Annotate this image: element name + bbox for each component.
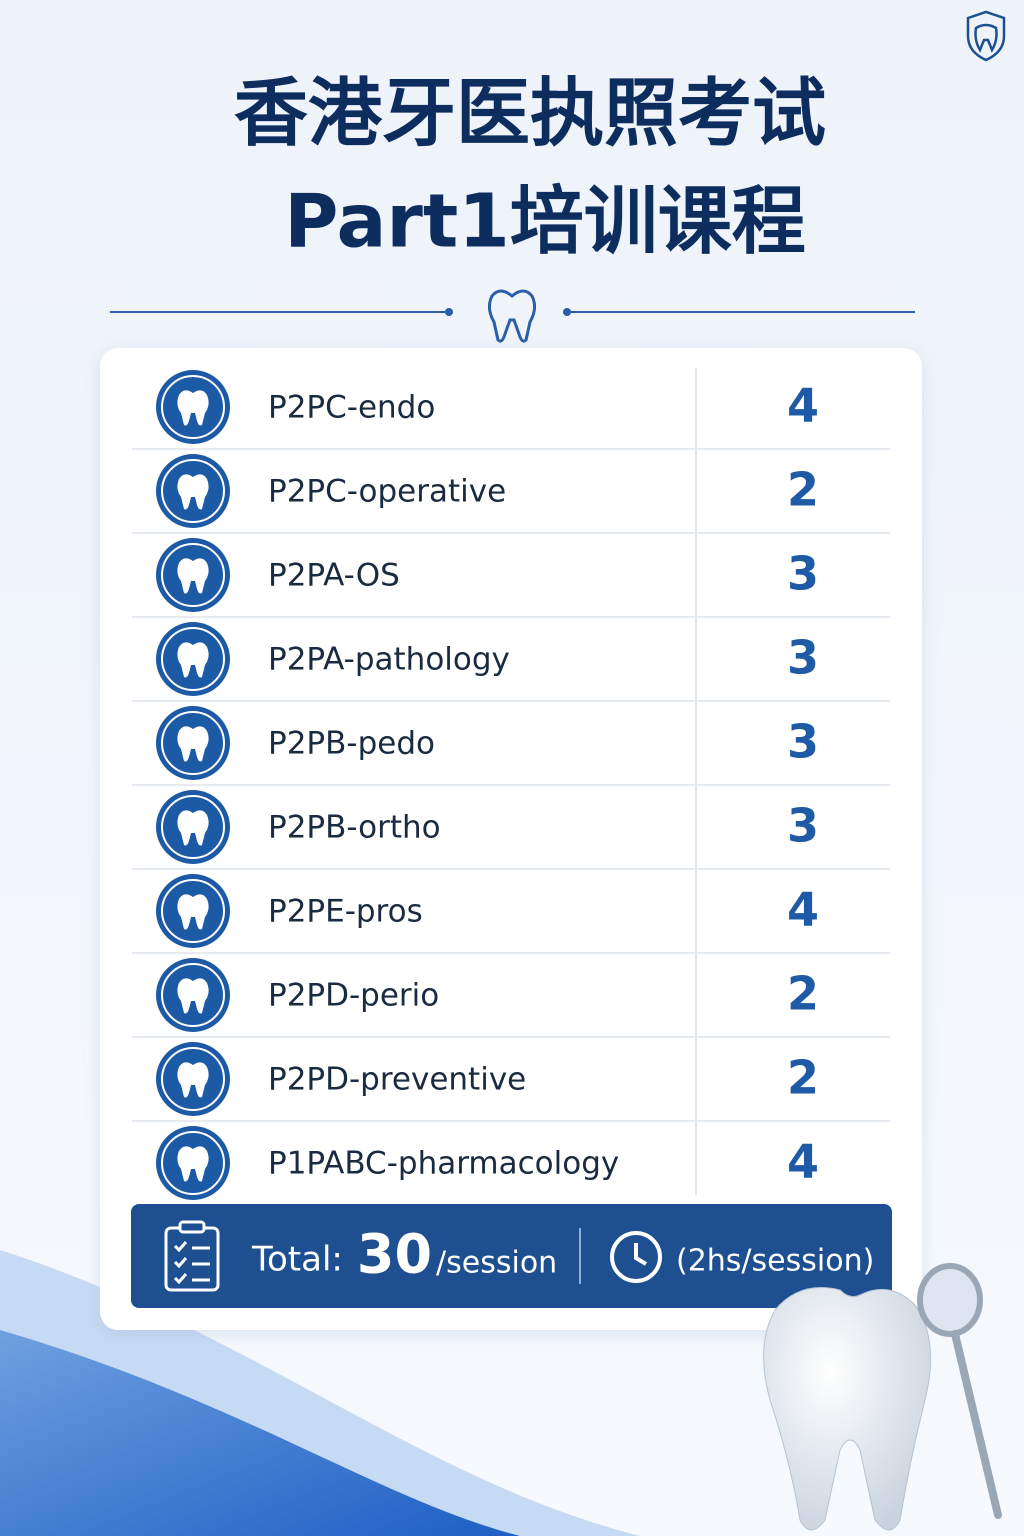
row-icon-ring bbox=[161, 795, 225, 859]
table-row: P2PD-perio 2 bbox=[132, 958, 890, 1038]
session-count: 3 bbox=[787, 715, 819, 769]
row-icon-tooth bbox=[177, 390, 209, 426]
row-icon-ring bbox=[161, 375, 225, 439]
session-count: 2 bbox=[787, 1051, 819, 1105]
row-icon-ring bbox=[161, 543, 225, 607]
row-icon-tooth bbox=[177, 978, 209, 1014]
table-row: P2PC-endo 4 bbox=[132, 370, 890, 450]
row-icon-ring bbox=[161, 711, 225, 775]
course-name: P1PABC-pharmacology bbox=[268, 1146, 619, 1182]
row-icon-ring bbox=[161, 879, 225, 943]
course-name: P2PB-ortho bbox=[268, 810, 441, 846]
wave bbox=[0, 1330, 520, 1536]
row-icon-ring bbox=[161, 963, 225, 1027]
session-count: 4 bbox=[787, 379, 819, 433]
title-line-1: 香港牙医执照考试 bbox=[234, 71, 826, 157]
footer-bar bbox=[131, 1204, 892, 1308]
course-name: P2PC-endo bbox=[268, 390, 435, 426]
session-count: 2 bbox=[787, 463, 819, 517]
session-count: 2 bbox=[787, 967, 819, 1021]
table-row: P2PA-pathology 3 bbox=[132, 622, 890, 702]
row-icon-tooth bbox=[177, 1146, 209, 1182]
table-row: P2PB-ortho 3 bbox=[132, 790, 890, 870]
course-name: P2PE-pros bbox=[268, 894, 423, 930]
table-row: P2PD-preventive 2 bbox=[132, 1042, 890, 1122]
total-value: 30 bbox=[357, 1223, 432, 1286]
table-row: P2PE-pros 4 bbox=[132, 874, 890, 954]
table-row: P1PABC-pharmacology 4 bbox=[156, 1126, 819, 1200]
session-count: 4 bbox=[787, 883, 819, 937]
duration: (2hs/session) bbox=[676, 1244, 874, 1279]
total-unit: /session bbox=[436, 1246, 557, 1281]
row-icon-ring bbox=[161, 627, 225, 691]
row-icon-tooth bbox=[177, 474, 209, 510]
title-line-2: Part1培训课程 bbox=[284, 179, 806, 265]
table-row: P2PA-OS 3 bbox=[132, 538, 890, 618]
row-icon-ring bbox=[161, 459, 225, 523]
session-count: 3 bbox=[787, 799, 819, 853]
logo bbox=[966, 10, 1006, 62]
row-icon-tooth bbox=[177, 810, 209, 846]
session-count: 3 bbox=[787, 547, 819, 601]
session-count: 3 bbox=[787, 631, 819, 685]
session-count: 4 bbox=[787, 1135, 819, 1189]
total-label: Total: bbox=[251, 1240, 343, 1280]
row-icon-tooth bbox=[177, 558, 209, 594]
course-name: P2PD-perio bbox=[268, 978, 439, 1014]
divider bbox=[110, 289, 915, 343]
tooth-illustration bbox=[763, 1263, 1002, 1531]
table-card bbox=[100, 348, 922, 1330]
course-name: P2PD-preventive bbox=[268, 1062, 526, 1098]
table-row: P2PB-pedo 3 bbox=[132, 706, 890, 786]
course-name: P2PC-operative bbox=[268, 474, 506, 510]
table-row: P2PC-operative 2 bbox=[132, 454, 890, 534]
row-icon-tooth bbox=[177, 894, 209, 930]
course-name: P2PA-pathology bbox=[268, 642, 510, 678]
row-icon-ring bbox=[161, 1047, 225, 1111]
row-icon-tooth bbox=[177, 642, 209, 678]
row-icon-ring bbox=[161, 1131, 225, 1195]
course-name: P2PB-pedo bbox=[268, 726, 435, 762]
course-name: P2PA-OS bbox=[268, 558, 400, 594]
row-icon-tooth bbox=[177, 1062, 209, 1098]
row-icon-tooth bbox=[177, 726, 209, 762]
